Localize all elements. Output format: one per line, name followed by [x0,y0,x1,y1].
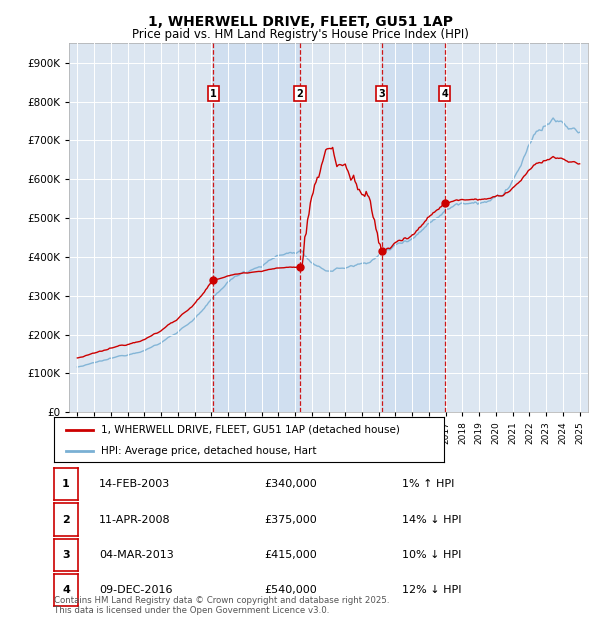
Text: 10% ↓ HPI: 10% ↓ HPI [402,550,461,560]
Text: 3: 3 [378,89,385,99]
Text: £375,000: £375,000 [264,515,317,525]
Text: 1: 1 [210,89,217,99]
Bar [214,43,300,412]
Text: £340,000: £340,000 [264,479,317,489]
Text: 12% ↓ HPI: 12% ↓ HPI [402,585,461,595]
Text: 2: 2 [296,89,303,99]
Text: 3: 3 [62,550,70,560]
Bar [382,43,445,412]
Text: 09-DEC-2016: 09-DEC-2016 [99,585,173,595]
Text: 1, WHERWELL DRIVE, FLEET, GU51 1AP: 1, WHERWELL DRIVE, FLEET, GU51 1AP [148,16,452,30]
Text: HPI: Average price, detached house, Hart: HPI: Average price, detached house, Hart [101,446,316,456]
Text: 14% ↓ HPI: 14% ↓ HPI [402,515,461,525]
Text: 1, WHERWELL DRIVE, FLEET, GU51 1AP (detached house): 1, WHERWELL DRIVE, FLEET, GU51 1AP (deta… [101,425,400,435]
Text: 2: 2 [62,515,70,525]
Text: £415,000: £415,000 [264,550,317,560]
Text: 4: 4 [62,585,70,595]
Text: Contains HM Land Registry data © Crown copyright and database right 2025.
This d: Contains HM Land Registry data © Crown c… [54,596,389,615]
Text: 1% ↑ HPI: 1% ↑ HPI [402,479,454,489]
Text: 11-APR-2008: 11-APR-2008 [99,515,170,525]
Text: 04-MAR-2013: 04-MAR-2013 [99,550,174,560]
Text: Price paid vs. HM Land Registry's House Price Index (HPI): Price paid vs. HM Land Registry's House … [131,28,469,41]
Text: 4: 4 [442,89,448,99]
Text: 1: 1 [62,479,70,489]
Text: 14-FEB-2003: 14-FEB-2003 [99,479,170,489]
Text: £540,000: £540,000 [264,585,317,595]
